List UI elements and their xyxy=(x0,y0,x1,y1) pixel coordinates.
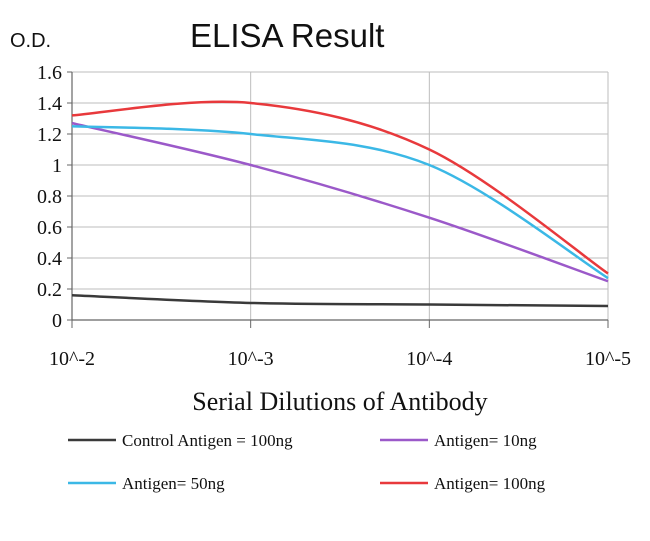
x-tick-label: 10^-3 xyxy=(228,348,274,370)
chart-title: ELISA Result xyxy=(190,17,384,54)
y-tick-label: 1.2 xyxy=(37,124,62,146)
x-tick-label: 10^-2 xyxy=(49,348,95,370)
axes xyxy=(67,71,609,328)
y-tick-label: 0.6 xyxy=(37,217,62,239)
legend-label: Antigen= 100ng xyxy=(434,474,546,493)
x-axis-label: Serial Dilutions of Antibody xyxy=(192,387,487,416)
y-tick-label: 0.2 xyxy=(37,279,62,301)
y-tick-label: 1.6 xyxy=(37,62,62,84)
series-line-1 xyxy=(71,121,609,283)
series-line-2 xyxy=(71,125,609,280)
tick-labels: 0 0.2 0.4 0.6 0.8 1 1.2 1.4 1.6 10^-2 10^-3 10^-4 10… xyxy=(37,62,631,370)
y-tick-label: 0.4 xyxy=(37,248,62,270)
legend-item: Antigen= 100ng xyxy=(380,474,546,493)
series-line-3 xyxy=(71,100,609,275)
y-tick-label: 1 xyxy=(52,155,62,177)
x-tick-label: 10^-5 xyxy=(585,348,631,370)
legend: Control Antigen = 100ng Antigen= 10ng Anti… xyxy=(68,431,546,493)
y-tick-label: 0 xyxy=(52,310,62,332)
legend-item: Antigen= 50ng xyxy=(68,474,225,493)
y-tick-label: 1.4 xyxy=(37,93,62,115)
legend-item: Antigen= 10ng xyxy=(380,431,537,450)
y-axis-label: O.D. xyxy=(10,30,51,52)
grid xyxy=(72,71,609,321)
series-line-0 xyxy=(71,293,609,308)
legend-label: Antigen= 10ng xyxy=(434,431,537,450)
y-tick-label: 0.8 xyxy=(37,186,62,208)
legend-item: Control Antigen = 100ng xyxy=(68,431,293,450)
series-lines xyxy=(71,100,609,308)
legend-label: Control Antigen = 100ng xyxy=(122,431,293,450)
legend-label: Antigen= 50ng xyxy=(122,474,225,493)
x-tick-label: 10^-4 xyxy=(406,348,452,370)
